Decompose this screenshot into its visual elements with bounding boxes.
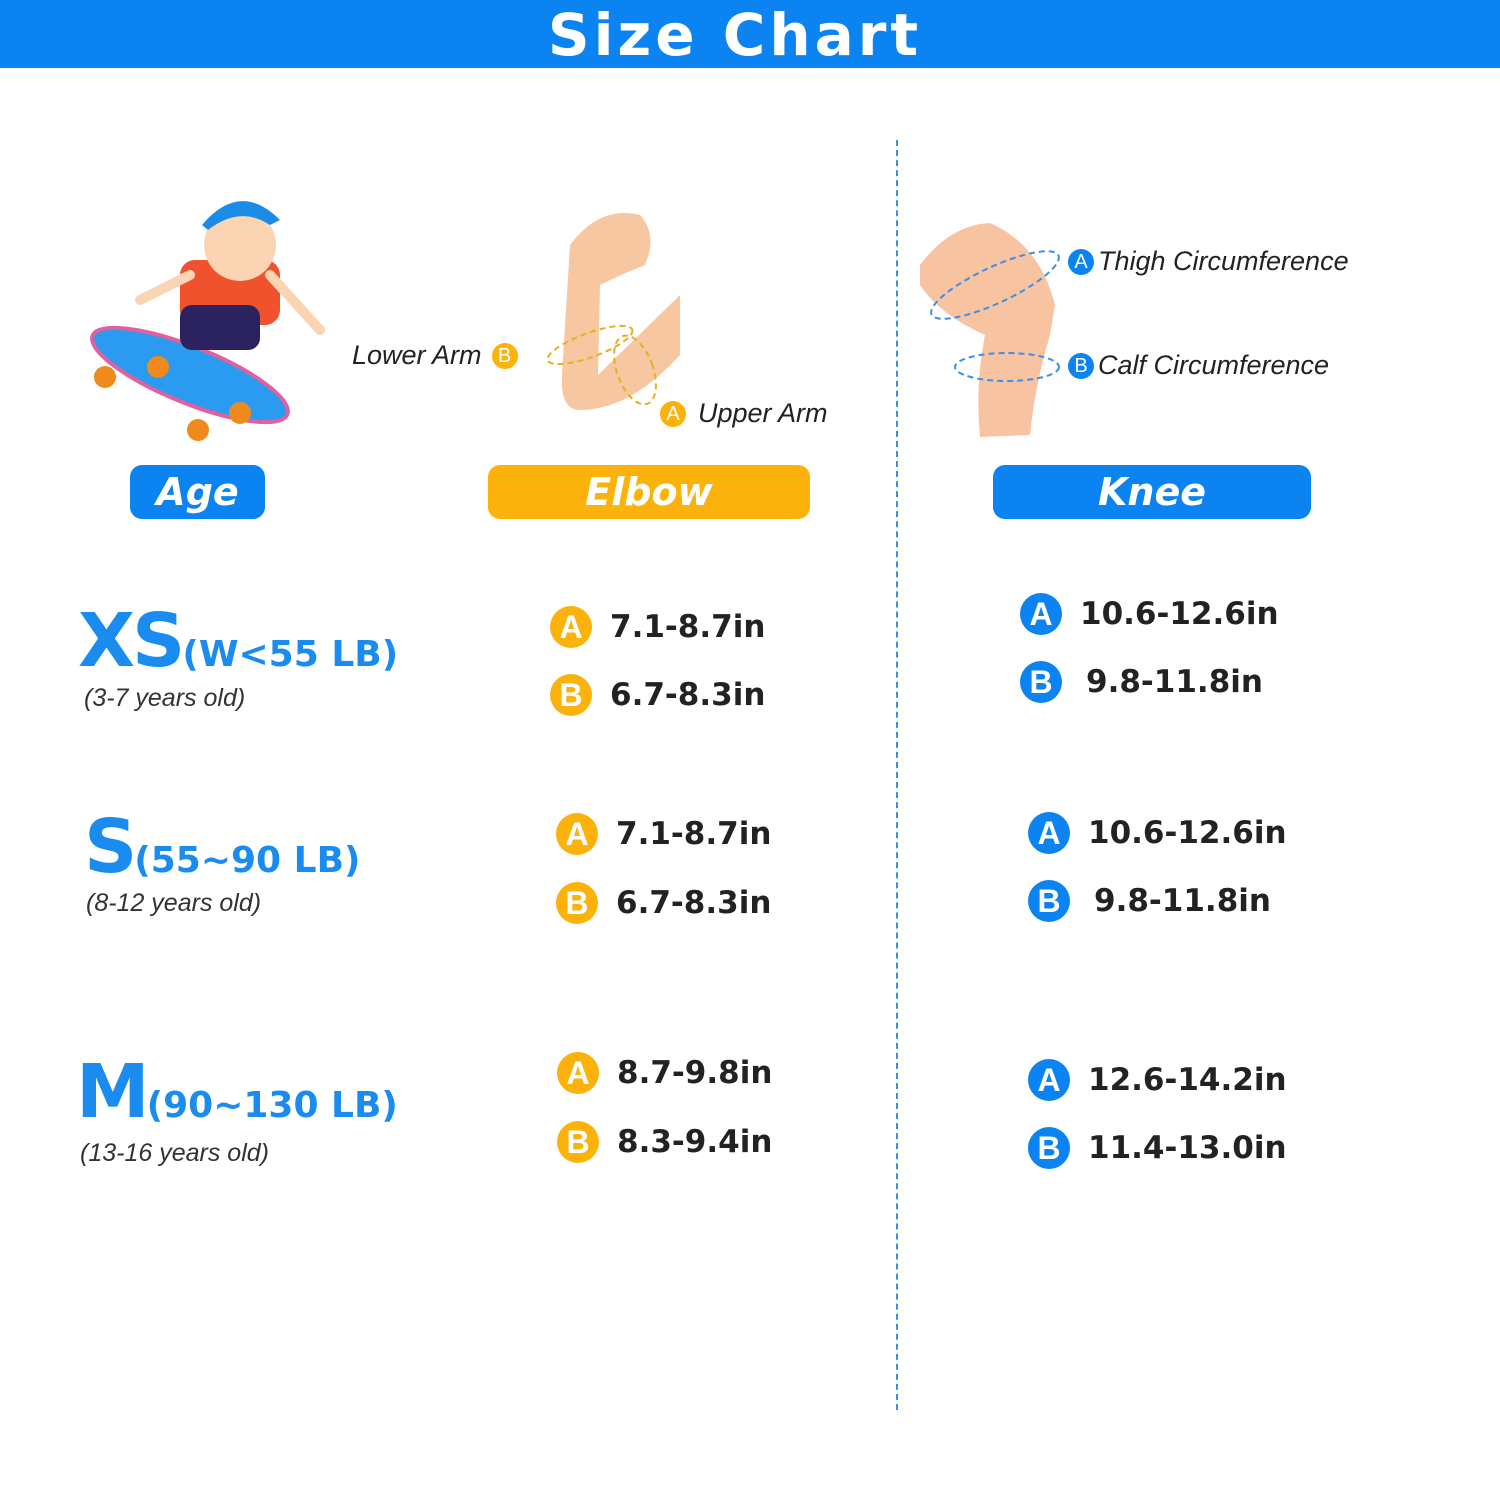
size-row-m: M(90~130 LB)	[76, 1049, 398, 1135]
badge-a-icon: A	[1028, 812, 1070, 854]
thigh-label: A Thigh Circumference	[1064, 246, 1349, 277]
age-range: (13-16 years old)	[80, 1139, 269, 1167]
badge-b-icon: B	[1028, 880, 1070, 922]
value-text: 6.7-8.3in	[616, 885, 772, 921]
age-header: Age	[130, 465, 265, 519]
value-text: 8.3-9.4in	[617, 1124, 773, 1160]
age-range: (8-12 years old)	[86, 889, 262, 917]
arm-illustration	[546, 213, 680, 410]
header-bar	[0, 0, 1500, 68]
knee-header: Knee	[993, 465, 1311, 519]
elbow-header: Elbow	[488, 465, 810, 519]
knee-b-value: B 9.8-11.8in	[1028, 880, 1271, 922]
badge-a-icon: A	[1068, 248, 1094, 275]
badge-a-icon: A	[1020, 593, 1062, 635]
value-text: 6.7-8.3in	[610, 677, 766, 713]
thigh-text: Thigh Circumference	[1098, 246, 1349, 276]
knee-b-value: B 9.8-11.8in	[1020, 661, 1263, 703]
weight-range: (55~90 LB)	[134, 840, 361, 881]
knee-a-value: A 12.6-14.2in	[1028, 1059, 1287, 1101]
upper-arm-label: A Upper Arm	[656, 398, 828, 429]
elbow-a-value: A 7.1-8.7in	[556, 813, 771, 855]
column-divider	[896, 140, 898, 1410]
size-row-xs: XS(W<55 LB)	[78, 598, 398, 684]
badge-b-icon: B	[556, 882, 598, 924]
size-label: M	[76, 1049, 150, 1135]
badge-a-icon: A	[1028, 1059, 1070, 1101]
skateboarder-illustration	[90, 201, 325, 441]
weight-range: (W<55 LB)	[182, 634, 399, 675]
knee-a-value: A 10.6-12.6in	[1020, 593, 1279, 635]
value-text: 7.1-8.7in	[616, 816, 772, 852]
calf-text: Calf Circumference	[1098, 350, 1330, 380]
page-title: Size Chart	[547, 1, 923, 69]
elbow-b-value: B 6.7-8.3in	[550, 674, 765, 716]
value-text: 12.6-14.2in	[1088, 1062, 1287, 1098]
badge-a-icon: A	[557, 1052, 599, 1094]
lower-arm-text: Lower Arm	[352, 340, 482, 370]
value-text: 10.6-12.6in	[1080, 596, 1279, 632]
size-label: S	[84, 804, 137, 890]
value-text: 11.4-13.0in	[1088, 1130, 1287, 1166]
badge-b-icon: B	[550, 674, 592, 716]
upper-arm-text: Upper Arm	[698, 398, 828, 428]
badge-b-icon: B	[557, 1121, 599, 1163]
badge-a-icon: A	[556, 813, 598, 855]
knee-a-value: A 10.6-12.6in	[1028, 812, 1287, 854]
value-text: 10.6-12.6in	[1088, 815, 1287, 851]
value-text: 8.7-9.8in	[617, 1055, 773, 1091]
weight-range: (90~130 LB)	[146, 1085, 398, 1126]
badge-b-icon: B	[1020, 661, 1062, 703]
age-range: (3-7 years old)	[84, 684, 246, 712]
badge-a-icon: A	[550, 606, 592, 648]
elbow-a-value: A 7.1-8.7in	[550, 606, 765, 648]
size-row-s: S(55~90 LB)	[84, 804, 360, 890]
badge-b-icon: B	[1028, 1127, 1070, 1169]
value-text: 9.8-11.8in	[1094, 883, 1271, 919]
elbow-a-value: A 8.7-9.8in	[557, 1052, 772, 1094]
value-text: 7.1-8.7in	[610, 609, 766, 645]
knee-illustration	[920, 223, 1060, 437]
elbow-b-value: B 6.7-8.3in	[556, 882, 771, 924]
knee-b-value: B 11.4-13.0in	[1028, 1127, 1287, 1169]
value-text: 9.8-11.8in	[1086, 664, 1263, 700]
badge-b-icon: B	[1068, 352, 1094, 379]
size-label: XS	[78, 598, 185, 684]
elbow-b-value: B 8.3-9.4in	[557, 1121, 772, 1163]
badge-a-icon: A	[660, 400, 686, 427]
lower-arm-label: Lower Arm B	[352, 340, 522, 371]
calf-label: B Calf Circumference	[1064, 350, 1329, 381]
badge-b-icon: B	[491, 342, 518, 369]
